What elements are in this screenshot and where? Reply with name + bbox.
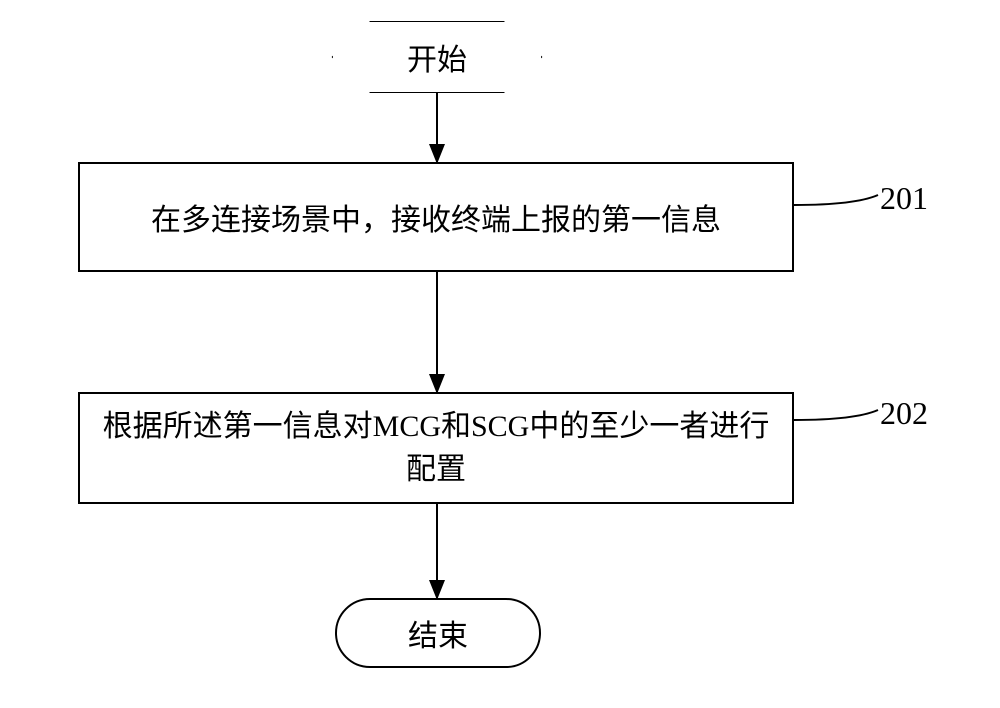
process-step-2: 根据所述第一信息对MCG和SCG中的至少一者进行配置 xyxy=(78,392,794,504)
end-node: 结束 xyxy=(335,598,541,668)
process-step-1: 在多连接场景中，接收终端上报的第一信息 xyxy=(78,162,794,272)
step2-label: 根据所述第一信息对MCG和SCG中的至少一者进行配置 xyxy=(100,405,772,492)
step1-label: 在多连接场景中，接收终端上报的第一信息 xyxy=(151,195,721,239)
start-label: 开始 xyxy=(407,35,467,79)
end-label: 结束 xyxy=(408,611,468,655)
label-leaders xyxy=(794,195,878,420)
start-node: 开始 xyxy=(333,22,541,92)
step-number-202: 202 xyxy=(880,395,928,432)
step-number-201: 201 xyxy=(880,180,928,217)
flowchart-container: 开始 在多连接场景中，接收终端上报的第一信息 根据所述第一信息对MCG和SCG中… xyxy=(0,0,1000,708)
